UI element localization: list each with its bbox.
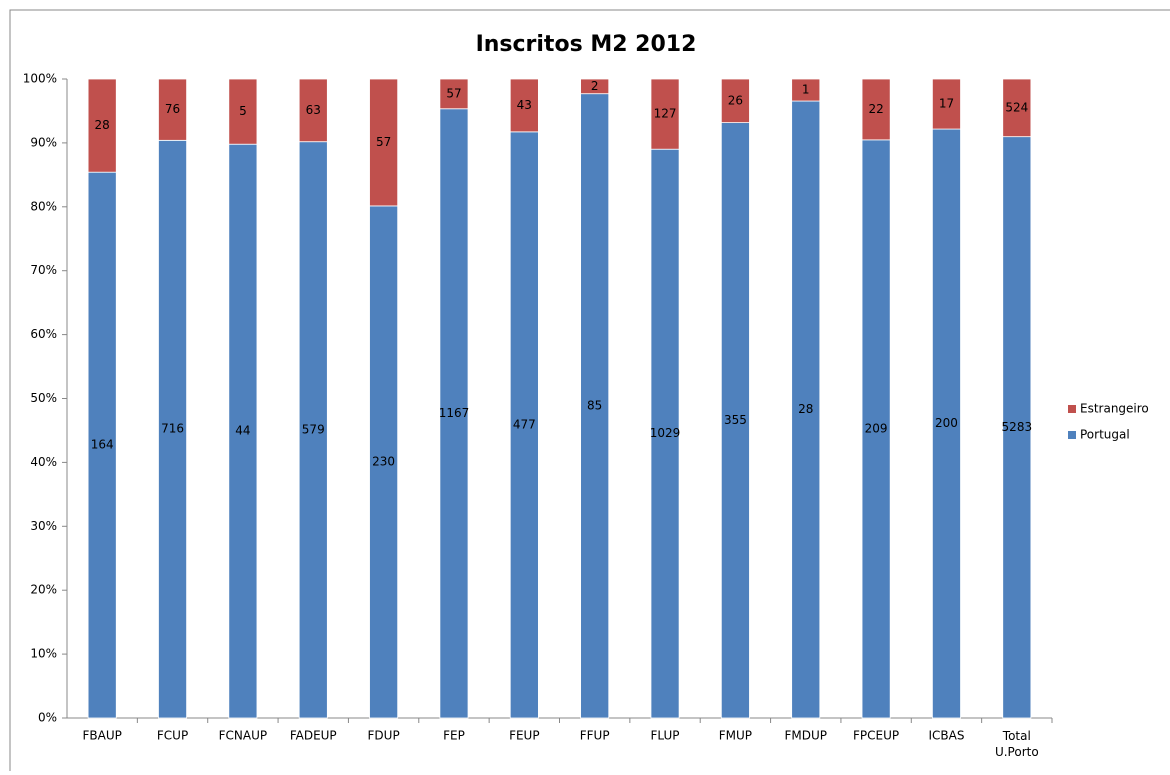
data-label: 63 bbox=[306, 103, 321, 117]
data-label: 524 bbox=[1005, 100, 1028, 114]
y-tick-label: 100% bbox=[23, 72, 57, 86]
bar-segment bbox=[509, 78, 539, 133]
bar-segment bbox=[720, 78, 750, 124]
x-tick-label: FLUP bbox=[651, 729, 680, 743]
bar-segment bbox=[439, 78, 469, 110]
bar-segment bbox=[861, 139, 891, 719]
data-label: 17 bbox=[939, 97, 954, 111]
bar-segment bbox=[791, 100, 821, 719]
data-label: 43 bbox=[517, 98, 532, 112]
bar-segment bbox=[580, 93, 610, 719]
x-tick-label: FDUP bbox=[368, 729, 400, 743]
bar-segment bbox=[87, 171, 117, 719]
y-tick-label: 60% bbox=[30, 327, 57, 341]
data-label: 2 bbox=[591, 79, 599, 93]
y-tick-label: 20% bbox=[30, 583, 57, 597]
x-tick-label: FADEUP bbox=[290, 729, 337, 743]
bar-segment bbox=[509, 131, 539, 719]
data-label: 44 bbox=[235, 424, 250, 438]
data-label: 28 bbox=[798, 402, 813, 416]
data-label: 230 bbox=[372, 454, 395, 468]
legend-swatch bbox=[1068, 405, 1076, 413]
bar-segment bbox=[228, 78, 258, 145]
data-label: 209 bbox=[865, 421, 888, 435]
bar-segment bbox=[1002, 78, 1032, 138]
data-label: 26 bbox=[728, 93, 743, 107]
bar-segment bbox=[931, 78, 961, 130]
data-label: 355 bbox=[724, 413, 747, 427]
data-label: 1167 bbox=[439, 406, 470, 420]
bar-segment bbox=[791, 78, 821, 102]
legend-swatch bbox=[1068, 431, 1076, 439]
x-tick-label: Total U.Porto bbox=[995, 729, 1039, 759]
bar-segment bbox=[580, 78, 610, 95]
data-label: 5283 bbox=[1002, 420, 1033, 434]
bar-segment bbox=[87, 78, 117, 173]
y-tick-label: 70% bbox=[30, 263, 57, 277]
bar-segment bbox=[369, 78, 399, 207]
data-label: 477 bbox=[513, 417, 536, 431]
data-label: 164 bbox=[91, 438, 114, 452]
x-tick-label: FEP bbox=[443, 729, 465, 743]
bar-segment bbox=[861, 78, 891, 141]
data-label: 579 bbox=[302, 422, 325, 436]
bar-segment bbox=[650, 78, 680, 150]
data-label: 716 bbox=[161, 422, 184, 436]
data-label: 127 bbox=[654, 107, 677, 121]
x-tick-label: FBAUP bbox=[82, 729, 121, 743]
data-label: 76 bbox=[165, 102, 180, 116]
bar-segment bbox=[298, 78, 328, 143]
y-tick-label: 40% bbox=[30, 455, 57, 469]
y-tick-label: 90% bbox=[30, 135, 57, 149]
y-tick-label: 50% bbox=[30, 391, 57, 405]
bar-segment bbox=[158, 78, 188, 141]
data-label: 57 bbox=[376, 135, 391, 149]
y-tick-label: 10% bbox=[30, 647, 57, 661]
data-label: 1 bbox=[802, 83, 810, 97]
data-label: 22 bbox=[868, 102, 883, 116]
x-tick-label: FFUP bbox=[580, 729, 610, 743]
legend-label: Portugal bbox=[1080, 428, 1130, 442]
bar-segment bbox=[720, 122, 750, 719]
y-tick-label: 80% bbox=[30, 199, 57, 213]
x-tick-label: FCNAUP bbox=[219, 729, 268, 743]
data-label: 57 bbox=[446, 86, 461, 100]
legend-label: Estrangeiro bbox=[1080, 402, 1149, 416]
data-label: 85 bbox=[587, 398, 602, 412]
x-tick-label: FPCEUP bbox=[853, 729, 899, 743]
data-label: 28 bbox=[95, 118, 110, 132]
bar-segment bbox=[650, 148, 680, 719]
bar-segment bbox=[439, 108, 469, 719]
bar-segment bbox=[931, 128, 961, 719]
x-tick-label-line: U.Porto bbox=[995, 745, 1039, 759]
x-tick-label: FCUP bbox=[157, 729, 188, 743]
y-tick-label: 30% bbox=[30, 519, 57, 533]
data-label: 200 bbox=[935, 416, 958, 430]
chart-title: Inscritos M2 2012 bbox=[476, 32, 697, 57]
data-label: 5 bbox=[239, 104, 247, 118]
x-tick-label: FMDUP bbox=[784, 729, 827, 743]
bar-segment bbox=[158, 139, 188, 719]
data-label: 1029 bbox=[650, 426, 681, 440]
x-tick-label: FEUP bbox=[509, 729, 540, 743]
x-tick-label: ICBAS bbox=[928, 729, 964, 743]
x-tick-label-line: Total bbox=[1002, 729, 1031, 743]
y-tick-label: 0% bbox=[38, 711, 57, 725]
x-tick-label: FMUP bbox=[719, 729, 752, 743]
